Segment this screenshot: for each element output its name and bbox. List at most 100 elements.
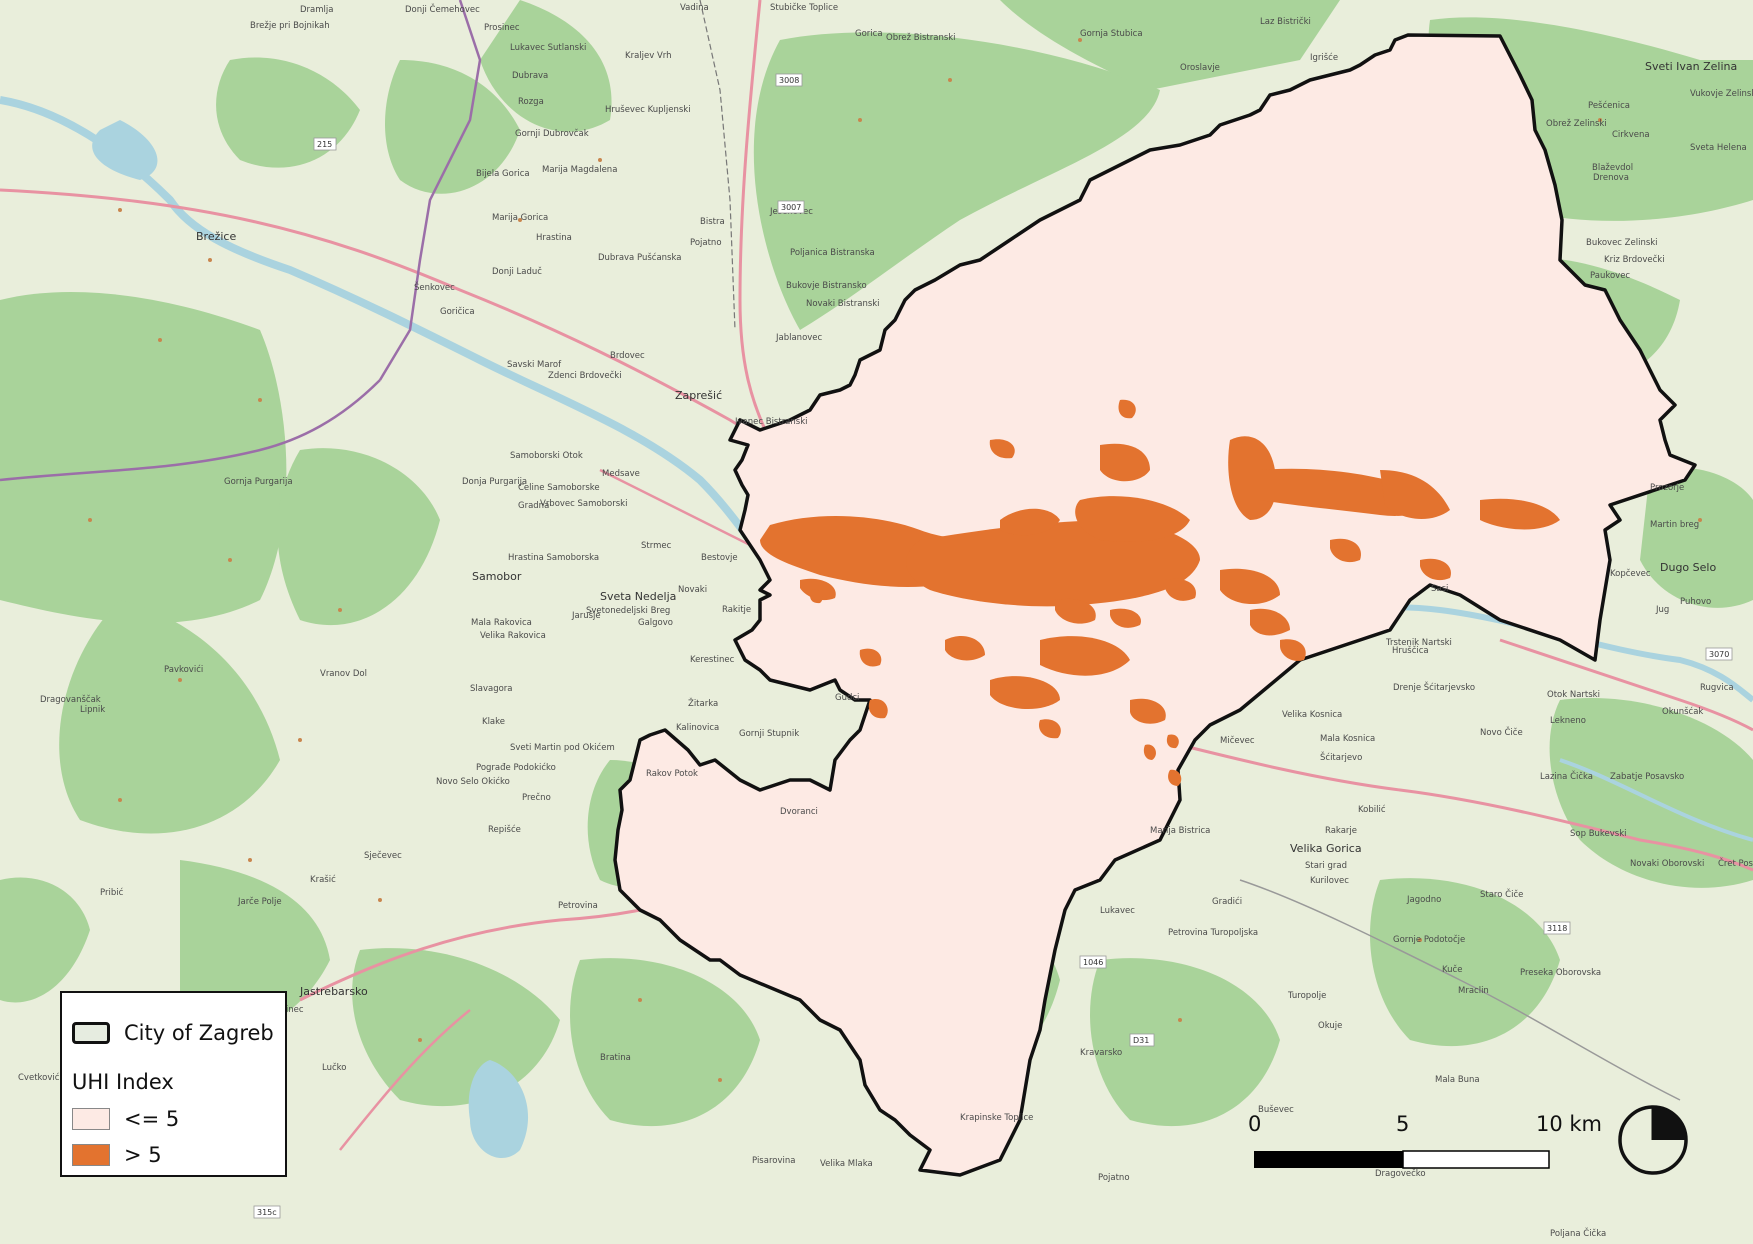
- place-label: Brdovec: [610, 351, 645, 361]
- place-label: Jarušje: [571, 610, 601, 621]
- road-ref: 3070: [1709, 650, 1729, 659]
- place-label: Pešćenica: [1588, 100, 1630, 111]
- place-label: Velika Rakovica: [480, 631, 546, 641]
- place-label: Martin breg: [1650, 520, 1699, 530]
- place-label: Turopolje: [1287, 991, 1326, 1001]
- town-label-brezice: Brežice: [196, 230, 236, 243]
- place-label: Donja Purgarija: [462, 477, 527, 487]
- place-label: Jablanovec: [775, 333, 823, 343]
- legend-boundary-swatch: [72, 1022, 110, 1044]
- place-label: Žitarka: [688, 697, 718, 709]
- place-label: Obrež Zelinski: [1546, 119, 1607, 129]
- place-label: Okuje: [1318, 1021, 1342, 1031]
- place-label: Novaki Oborovski: [1630, 859, 1704, 869]
- place-label: Kravarsko: [1080, 1048, 1122, 1058]
- place-label: Celine Samoborske: [518, 483, 600, 493]
- place-label: Pribić: [100, 887, 124, 898]
- scale-label-10km: 10 km: [1536, 1112, 1603, 1136]
- place-label: Hruščica: [1392, 645, 1429, 656]
- place-label: Kopčevec: [1610, 568, 1651, 579]
- legend-panel: City of Zagreb UHI Index <= 5 > 5: [60, 991, 287, 1177]
- place-label: Dragovanščak: [40, 694, 101, 705]
- place-label: Okunšćak: [1662, 706, 1703, 717]
- scale-bar-segment-light: [1402, 1150, 1550, 1169]
- place-label: Kuče: [1442, 964, 1462, 975]
- legend-low-label: <= 5: [124, 1107, 180, 1131]
- place-label: Gornja Purgarija: [224, 477, 293, 487]
- place-label: Slavagora: [470, 684, 513, 694]
- place-label: Rakarje: [1325, 826, 1357, 836]
- place-label: Lučko: [322, 1062, 346, 1073]
- town-label-velika-gorica: Velika Gorica: [1290, 842, 1362, 855]
- place-label: Mraclin: [1458, 986, 1489, 996]
- place-label: Strmec: [641, 541, 672, 551]
- place-label: Savski Marof: [507, 360, 562, 370]
- place-label: Kobilić: [1358, 804, 1386, 815]
- place-label: Mala Rakovica: [471, 618, 532, 628]
- place-label: Kalinovica: [676, 723, 719, 733]
- place-label: Dvoranci: [780, 807, 818, 817]
- place-label: Blaževdol: [1592, 163, 1633, 173]
- place-label: Rugvica: [1700, 683, 1734, 693]
- place-label: Velika Kosnica: [1282, 710, 1342, 720]
- place-label: Klake: [482, 717, 505, 727]
- place-label: Novaki Bistranski: [806, 299, 880, 309]
- place-label: Jagodno: [1406, 895, 1441, 905]
- place-label: Kraljev Vrh: [625, 51, 672, 61]
- place-label: Lukavec Sutlanski: [510, 43, 586, 53]
- place-label: Čret Posavski: [1718, 857, 1753, 869]
- place-label: Gradna: [518, 501, 549, 511]
- place-label: Donji Laduč: [492, 266, 542, 277]
- place-label: Svetonedeljski Breg: [586, 606, 670, 616]
- place-label: Puhovo: [1680, 597, 1711, 607]
- place-label: Sop Bukevski: [1570, 829, 1627, 839]
- place-label: Bestovje: [701, 553, 738, 563]
- legend-high-row: > 5: [72, 1143, 162, 1167]
- place-label: Paukovec: [1590, 271, 1630, 281]
- legend-boundary-label: City of Zagreb: [124, 1021, 274, 1045]
- place-label: Cvetkovići: [18, 1072, 62, 1083]
- place-label: Dragovečko: [1375, 1168, 1426, 1179]
- place-label: Krapinske Toplice: [960, 1113, 1033, 1123]
- place-label: Pograđe Podokićko: [476, 762, 556, 773]
- place-label: Hrastina Samoborska: [508, 553, 599, 563]
- place-label: Dubrava: [512, 71, 548, 81]
- place-label: Velika Mlaka: [820, 1159, 873, 1169]
- place-label: Gornja Stubica: [1080, 29, 1143, 39]
- legend-low-swatch: [72, 1108, 110, 1130]
- place-label: Prečno: [522, 792, 551, 803]
- place-label: Mičevec: [1220, 735, 1255, 746]
- town-label-dugo-selo: Dugo Selo: [1660, 561, 1716, 574]
- place-label: Vranov Dol: [320, 669, 367, 679]
- place-label: Bratina: [600, 1053, 631, 1063]
- place-label: Drenje Šćitarjevsko: [1393, 681, 1475, 693]
- place-label: Otok Nartski: [1547, 690, 1600, 700]
- legend-high-swatch: [72, 1144, 110, 1166]
- scale-label-5: 5: [1396, 1112, 1410, 1136]
- road-ref: 3008: [779, 76, 799, 85]
- place-label: Lipnik: [80, 705, 105, 715]
- place-label: Lukavec: [1100, 906, 1135, 916]
- town-label-sveta-nedelja: Sveta Nedelja: [600, 590, 676, 603]
- place-label: Rakov Potok: [646, 769, 698, 779]
- place-label: Poljana Čička: [1550, 1227, 1606, 1239]
- lake: [92, 120, 158, 180]
- place-label: Galgovo: [638, 618, 673, 628]
- place-label: Laz Bistrički: [1260, 16, 1311, 27]
- place-label: Stubičke Toplice: [770, 2, 838, 13]
- place-label: Gudci: [835, 693, 859, 703]
- place-label: Gornji Dubrovčak: [515, 128, 589, 139]
- place-label: Staro Čiče: [1480, 888, 1523, 900]
- town-label-jastrebarsko: Jastrebarsko: [299, 985, 368, 998]
- legend-title: UHI Index: [72, 1070, 174, 1094]
- road-shields: 3008 3007 215 3118 1046 3070 315c D31: [253, 73, 1733, 1219]
- place-label: Zdenci Brdovečki: [548, 370, 622, 381]
- place-label: Jarče Polje: [237, 896, 282, 907]
- place-label: Kerestinec: [690, 655, 735, 665]
- north-arrow-icon: [1618, 1105, 1688, 1175]
- place-label: Obrež Bistranski: [886, 33, 956, 43]
- place-label: Ivanec Bistranski: [735, 417, 808, 427]
- city-boundary-polygon: [613, 33, 1697, 1177]
